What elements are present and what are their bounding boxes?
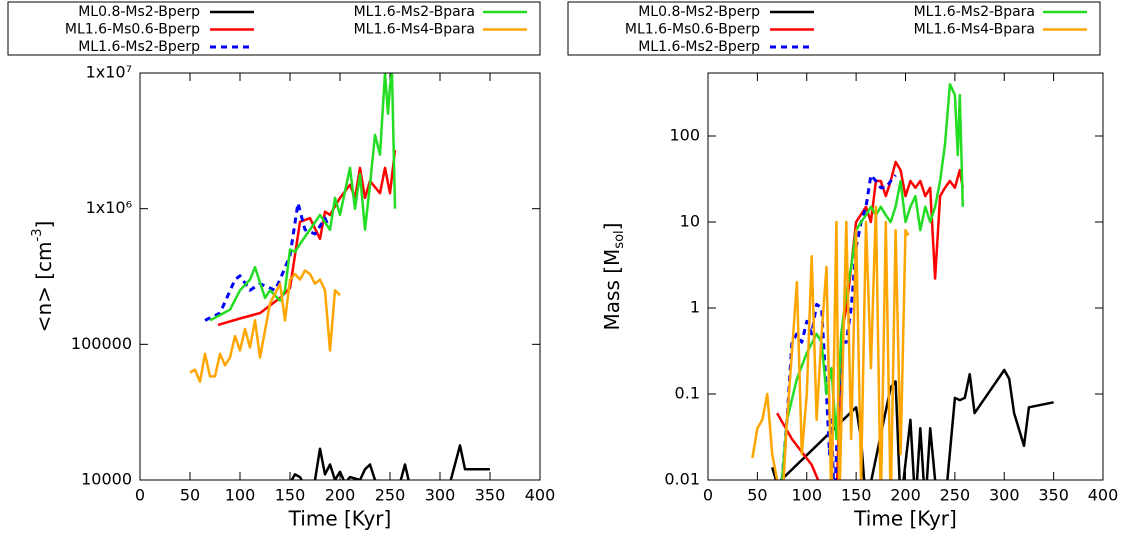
legend-label: ML1.6-Ms2-Bperp [78, 39, 200, 55]
x-tick-label: 150 [275, 486, 306, 505]
y-tick-label: 1x10⁶ [86, 198, 132, 217]
y-label-sup: -3 [30, 229, 45, 242]
legend-label: ML0.8-Ms2-Bperp [78, 4, 200, 20]
y-label-text: Mass [M [600, 249, 624, 331]
y-axis-label: Mass [Msol] [600, 223, 627, 331]
x-axis-label: Time [Kyr] [853, 507, 957, 531]
x-axis-label: Time [Kyr] [288, 507, 392, 531]
legend-label: ML1.6-Ms0.6-Bperp [65, 22, 200, 38]
series-line [780, 82, 965, 480]
y-tick-label: 0.01 [664, 470, 700, 489]
y-tick-label: 10000 [81, 470, 132, 489]
x-tick-label: 350 [1038, 486, 1069, 505]
y-tick-label: 1x10⁷ [86, 63, 132, 82]
legend-label: ML1.6-Ms2-Bperp [638, 39, 760, 55]
y-tick-label: 10 [680, 211, 700, 230]
legend-label: ML0.8-Ms2-Bperp [638, 4, 760, 20]
legend-label: ML1.6-Ms4-Bpara [914, 22, 1035, 38]
x-tick-label: 200 [325, 486, 356, 505]
x-tick-label: 50 [180, 486, 200, 505]
series-line [771, 368, 1054, 480]
series-line [780, 173, 897, 480]
legend-label: ML1.6-Ms4-Bpara [354, 22, 475, 38]
x-tick-label: 300 [425, 486, 456, 505]
x-tick-label: 350 [475, 486, 506, 505]
x-tick-label: 300 [989, 486, 1020, 505]
plot-area [189, 73, 490, 480]
y-tick-label: 100 [669, 125, 700, 144]
x-tick-label: 0 [135, 486, 145, 505]
x-tick-label: 250 [940, 486, 971, 505]
y-tick-label: 100000 [71, 334, 132, 353]
series-line [751, 205, 910, 480]
y-tick-label: 0.1 [675, 383, 700, 402]
x-tick-label: 400 [525, 486, 556, 505]
legend-label: ML1.6-Ms0.6-Bperp [625, 22, 760, 38]
series-line [189, 269, 341, 383]
legend-label: ML1.6-Ms2-Bpara [914, 4, 1035, 20]
series-line [217, 149, 397, 327]
axes-frame [139, 72, 541, 481]
x-tick-label: 100 [225, 486, 256, 505]
y-label-sub: sol [612, 230, 627, 248]
x-tick-label: 150 [841, 486, 872, 505]
y-label-end: ] [600, 223, 624, 231]
series-line [290, 444, 490, 480]
series-line [204, 201, 332, 322]
legend-box [7, 1, 541, 56]
y-label-end: ] [32, 221, 56, 229]
legend-box [567, 1, 1101, 56]
x-tick-label: 50 [747, 486, 767, 505]
axes-frame [707, 72, 1104, 481]
x-tick-label: 400 [1088, 486, 1119, 505]
y-axis-label: <n> [cm-3] [30, 221, 56, 333]
x-tick-label: 100 [791, 486, 822, 505]
x-tick-label: 250 [375, 486, 406, 505]
y-tick-label: 1 [690, 297, 700, 316]
y-label-text: <n> [cm [32, 241, 56, 332]
legend-label: ML1.6-Ms2-Bpara [354, 4, 475, 20]
x-tick-label: 0 [703, 486, 713, 505]
plot-area [751, 82, 1054, 480]
x-tick-label: 200 [890, 486, 921, 505]
series-line [209, 73, 397, 322]
